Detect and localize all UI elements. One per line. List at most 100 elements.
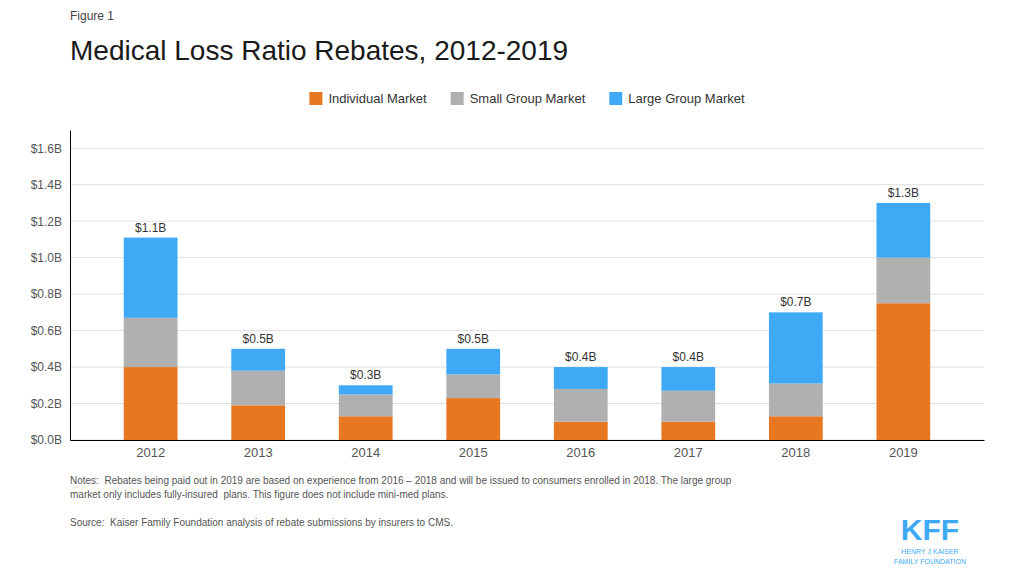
y-tick-label: $1.6B [31,142,62,156]
bar-series [124,203,930,394]
x-tick: 2015 [459,440,488,460]
logo-text: HENRY J KAISER FAMILY FOUNDATION [894,548,966,565]
bar [231,371,285,406]
x-tick: 2016 [566,440,595,460]
x-tick-label: 2014 [351,445,380,460]
legend-swatch [309,92,322,105]
grid-line [70,257,984,258]
y-tick: $1.4B [31,178,70,192]
x-tick-label: 2013 [244,445,273,460]
bar [124,318,178,367]
grid-line [70,221,984,222]
total-label: $1.3B [888,186,919,200]
legend-item: Individual Market [309,91,427,106]
y-tick: $0.6B [31,324,70,338]
title: Medical Loss Ratio Rebates, 2012-2019 [70,35,568,66]
x-tick-label: 2019 [889,445,918,460]
legend-label: Individual Market [328,91,427,106]
total-label: $0.4B [565,350,596,364]
x-tick: 2017 [674,440,703,460]
bar [769,383,823,416]
grid [70,148,984,440]
bar [124,238,178,318]
bar [339,394,393,416]
bar [446,349,500,375]
bar [661,367,715,391]
bar [231,405,285,440]
bar [339,416,393,440]
y-tick-label: $1.4B [31,178,62,192]
chart-svg: Figure 1 Medical Loss Ratio Rebates, 2012… [0,0,1024,576]
x-tick-label: 2016 [566,445,595,460]
notes-line: Notes: Rebates being paid out in 2019 ar… [70,475,732,486]
logo-text-line: FAMILY FOUNDATION [894,558,966,565]
logo: KFF HENRY J KAISER FAMILY FOUNDATION [894,513,966,565]
bar [876,303,930,440]
legend-label: Large Group Market [628,91,745,106]
y-tick-label: $0.6B [31,324,62,338]
bar [446,374,500,398]
legend-swatch [451,92,464,105]
bar [339,385,393,394]
y-tick-label: $0.4B [31,360,62,374]
total-labels: $1.1B $0.5B $0.3B $0.5B $0.4B $0.4B $0.7B $1.3B [135,186,919,382]
y-tick: $0.0B [31,433,70,447]
total-label: $0.3B [350,368,381,382]
x-tick-label: 2015 [459,445,488,460]
bar [661,422,715,440]
bar [661,391,715,422]
source: Source: Kaiser Family Foundation analysi… [70,517,453,528]
y-tick: $1.6B [31,142,70,156]
x-tick: 2014 [351,440,380,460]
bar [231,349,285,371]
bar [876,203,930,258]
y-tick: $1.2B [31,215,70,229]
legend-item: Small Group Market [451,91,586,106]
x-axis: 2012 2013 2014 2015 2016 2017 2018 2019 [71,440,985,460]
grid-line [70,330,984,331]
total-label: $1.1B [135,221,166,235]
x-tick-label: 2017 [674,445,703,460]
grid-line [70,367,984,368]
grid-line [70,403,984,404]
y-tick: $1.0B [31,251,70,265]
grid-line [70,440,984,441]
logo-mark: KFF [901,513,959,546]
y-tick-label: $1.0B [31,251,62,265]
x-tick: 2019 [889,440,918,460]
y-tick: $0.8B [31,287,70,301]
notes-line: market only includes fully-insured plans… [70,489,448,500]
notes: Notes: Rebates being paid out in 2019 ar… [70,475,732,500]
grid-line [70,294,984,295]
y-tick-label: $0.2B [31,397,62,411]
x-tick-label: 2012 [136,445,165,460]
y-tick-label: $0.8B [31,287,62,301]
bar [124,367,178,440]
total-label: $0.7B [780,295,811,309]
total-label: $0.5B [458,332,489,346]
y-tick: $0.2B [31,397,70,411]
y-tick-label: $1.2B [31,215,62,229]
bar-series [124,303,930,440]
bar [446,398,500,440]
total-label: $0.4B [673,350,704,364]
legend-item: Large Group Market [609,91,745,106]
logo-text-line: HENRY J KAISER [901,548,958,555]
x-tick: 2018 [781,440,810,460]
bar [876,258,930,304]
total-label: $0.5B [242,332,273,346]
bar [769,312,823,383]
y-axis-line [70,131,71,441]
bar [554,389,608,422]
legend-swatch [609,92,622,105]
x-tick-label: 2018 [781,445,810,460]
x-tick: 2013 [244,440,273,460]
y-tick: $0.4B [31,360,70,374]
x-axis-line [71,440,985,441]
grid-line [70,148,984,149]
y-axis: $0.0B $0.2B $0.4B $0.6B $0.8B $1.0B $1.2B $1.4B… [31,131,71,448]
figure-label: Figure 1 [70,9,114,23]
bar-series [124,258,930,422]
bars [124,203,930,440]
y-tick-label: $0.0B [31,433,62,447]
